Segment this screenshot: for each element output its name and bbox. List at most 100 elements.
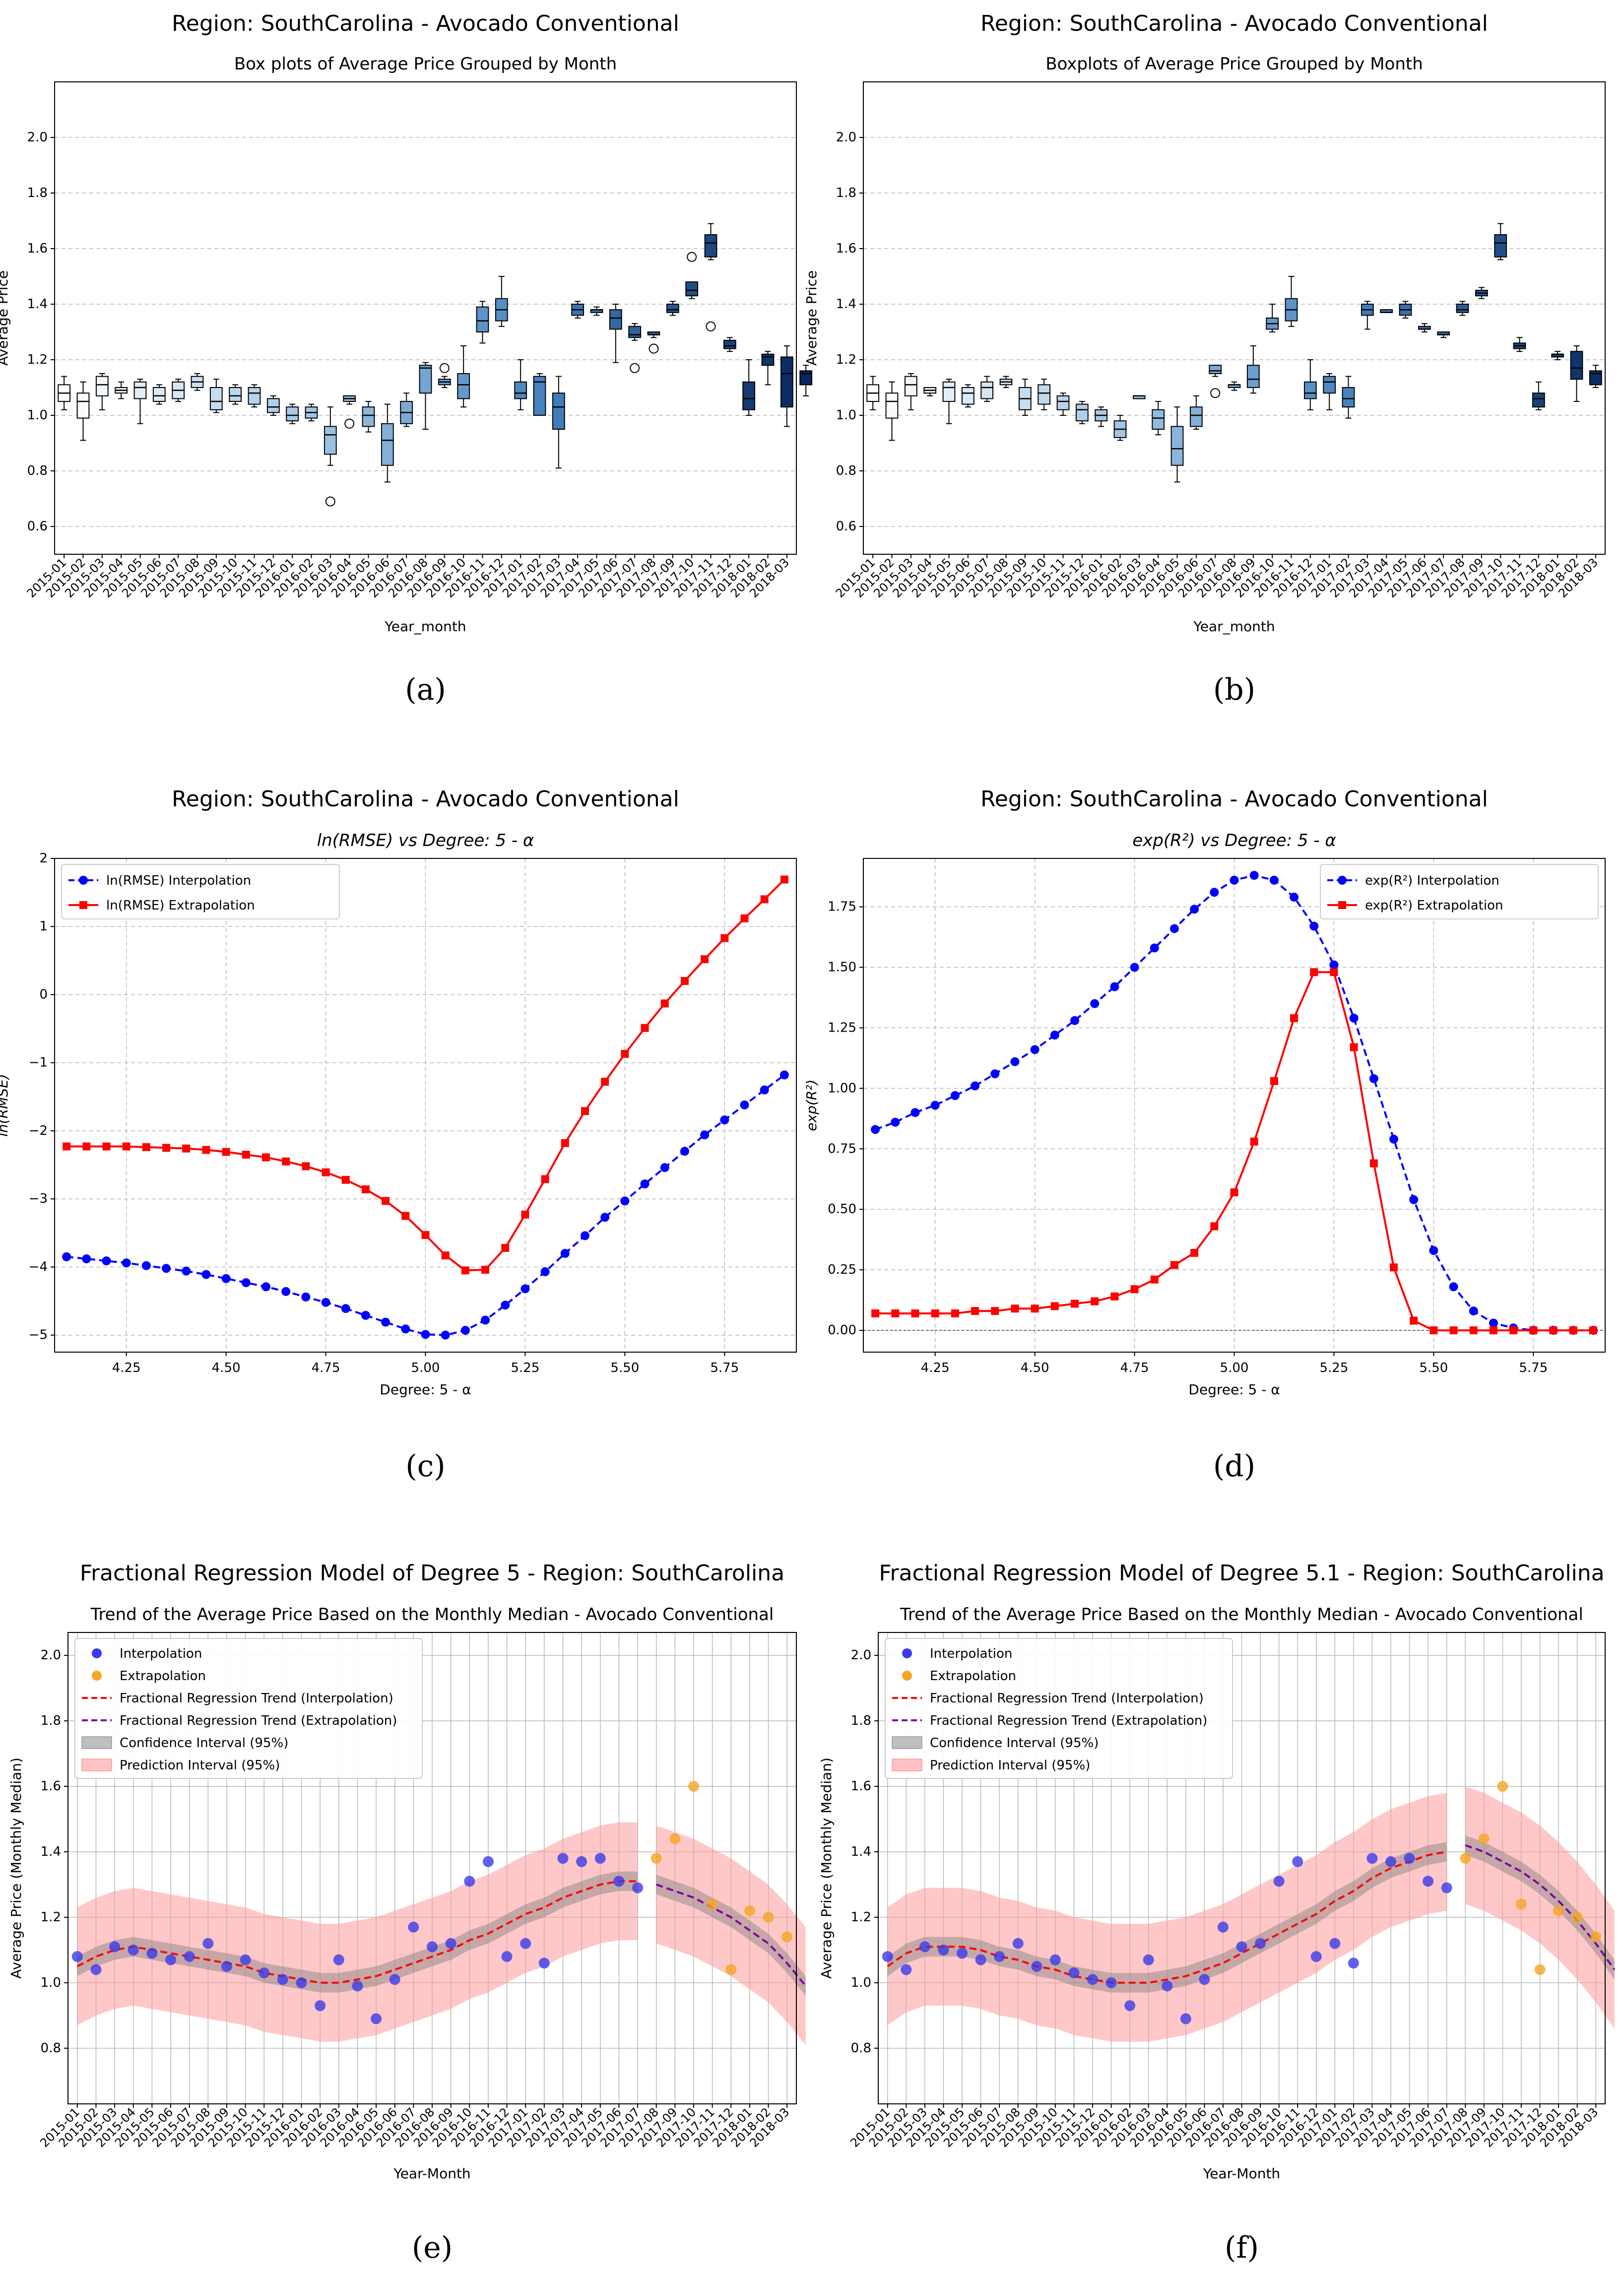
data-point-interpolation (1124, 2000, 1136, 2012)
legend-label: Fractional Regression Trend (Extrapolati… (120, 1713, 397, 1728)
box-plot (980, 376, 994, 402)
data-point-interpolation (613, 1876, 625, 1887)
data-point-interpolation (1010, 1057, 1020, 1066)
legend-label: Prediction Interval (95%) (930, 1758, 1090, 1773)
tick-label-y: 1.8 (851, 1713, 871, 1728)
data-point-interpolation (408, 1921, 419, 1933)
box-iqr (1056, 395, 1070, 410)
data-point-extrapolation (763, 1911, 774, 1923)
data-point-extrapolation (1569, 1326, 1577, 1335)
data-point-extrapolation (401, 1212, 410, 1220)
data-point-interpolation (1273, 1876, 1285, 1887)
tick-label-y: 1.2 (27, 352, 48, 367)
data-point-interpolation (594, 1853, 606, 1864)
data-point-interpolation (371, 2013, 382, 2024)
data-point-extrapolation (1091, 1297, 1099, 1305)
legend-label: Interpolation (120, 1646, 202, 1661)
data-point-interpolation (1190, 905, 1199, 914)
box-iqr (514, 381, 527, 399)
data-point-interpolation (277, 1974, 288, 1985)
box-plot (229, 384, 242, 405)
legend-label: Fractional Regression Trend (Extrapolati… (930, 1713, 1207, 1728)
data-point-interpolation (1441, 1882, 1452, 1893)
box-plot (1456, 301, 1469, 316)
box-iqr (362, 406, 375, 427)
data-point-extrapolation (63, 1142, 71, 1151)
data-point-extrapolation (951, 1309, 959, 1317)
tick-label-y: 2.0 (27, 130, 48, 145)
tick-label-y: 1.75 (828, 900, 856, 914)
data-point-interpolation (1070, 1016, 1079, 1025)
box-iqr (628, 326, 642, 338)
confidence-interval-band (1465, 1835, 1615, 1980)
data-point-extrapolation (122, 1142, 130, 1151)
box-plot (923, 387, 937, 396)
data-point-extrapolation (1250, 1137, 1258, 1146)
tick-label-y: 2.0 (836, 130, 856, 145)
data-point-interpolation (1348, 1957, 1359, 1969)
box-plot (533, 373, 546, 416)
x-axis-label: Degree: 5 - α (380, 1381, 471, 1398)
box-plot (628, 323, 642, 373)
data-point-interpolation (1366, 1853, 1378, 1864)
data-point-interpolation (301, 1292, 311, 1302)
tick-label-x: 4.25 (921, 1361, 950, 1375)
box-iqr (533, 376, 546, 416)
data-point-interpolation (994, 1951, 1005, 1962)
data-point-interpolation (389, 1974, 400, 1985)
figure-suptitle: Fractional Regression Model of Degree 5.… (879, 1561, 1604, 1586)
tick-label-x: 5.50 (610, 1361, 639, 1375)
panel-caption: (a) (405, 672, 446, 707)
data-point-interpolation (1469, 1306, 1478, 1316)
data-point-extrapolation (1190, 1249, 1199, 1257)
data-point-interpolation (1230, 875, 1239, 885)
y-axis-label: Average Price (Monthly Median) (818, 1758, 835, 1979)
data-point-interpolation (1049, 1954, 1061, 1965)
box-iqr (1589, 370, 1602, 386)
data-point-interpolation (950, 1091, 960, 1100)
box-iqr (476, 306, 489, 332)
box-plot (400, 392, 413, 427)
data-point-interpolation (1162, 1980, 1173, 1992)
data-point-interpolation (241, 1278, 251, 1288)
data-point-extrapolation (891, 1309, 900, 1317)
data-point-interpolation (71, 1951, 83, 1962)
data-point-interpolation (1429, 1246, 1438, 1255)
data-point-interpolation (464, 1876, 475, 1887)
data-point-interpolation (481, 1315, 490, 1325)
y-axis-label: exp(R²) (803, 1079, 820, 1131)
tick-label-y: 1.00 (828, 1081, 856, 1096)
x-axis-label: Year-Month (1203, 2165, 1280, 2182)
data-point-extrapolation (871, 1309, 880, 1317)
data-point-interpolation (501, 1951, 513, 1962)
box-iqr (1189, 406, 1203, 427)
trend-line-extrapolation (1465, 1844, 1616, 1970)
data-point-interpolation (1169, 924, 1179, 933)
data-point-extrapolation (1553, 1905, 1564, 1916)
data-point-extrapolation (421, 1231, 430, 1239)
box-plot (1113, 415, 1127, 441)
data-point-interpolation (1068, 1967, 1080, 1979)
tick-label-y: −1 (29, 1055, 48, 1070)
data-point-interpolation (1031, 1960, 1042, 1972)
data-point-interpolation (201, 1270, 211, 1279)
data-point-interpolation (1150, 943, 1159, 953)
box-plot (571, 301, 585, 319)
box-plot (191, 373, 204, 391)
data-point-interpolation (540, 1267, 550, 1277)
box-outlier (687, 252, 697, 262)
data-point-interpolation (1409, 1195, 1419, 1204)
data-point-extrapolation (669, 1833, 681, 1844)
trend-line-interpolation (887, 1851, 1447, 1984)
tick-label-y: 1.6 (41, 1779, 61, 1794)
data-point-interpolation (281, 1287, 291, 1296)
box-iqr (723, 339, 736, 349)
data-point-extrapolation (701, 955, 709, 964)
legend-label: Confidence Interval (95%) (120, 1736, 288, 1751)
data-point-extrapolation (361, 1185, 370, 1193)
data-point-interpolation (975, 1954, 986, 1965)
data-point-interpolation (122, 1258, 131, 1268)
box-plot (1209, 365, 1222, 398)
axes-frame (863, 858, 1606, 1353)
data-point-interpolation (600, 1213, 610, 1222)
